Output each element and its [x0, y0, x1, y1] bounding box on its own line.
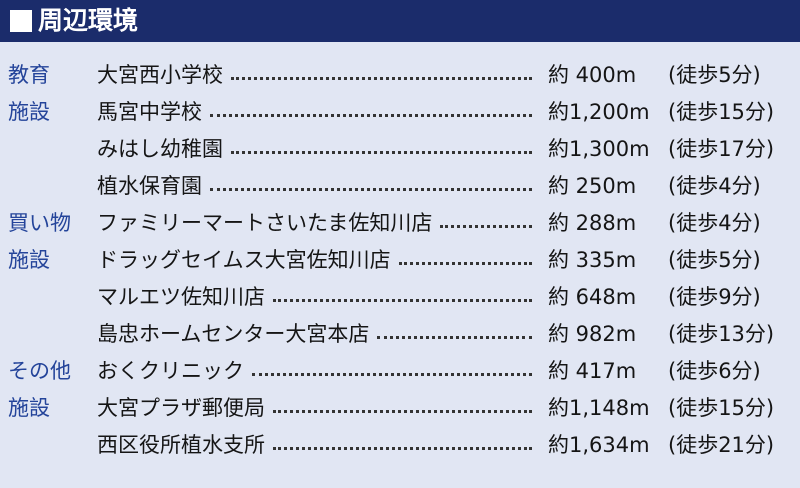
facility-name: 島忠ホームセンター大宮本店	[97, 322, 370, 346]
dot-leader	[273, 446, 532, 450]
facility-name: 大宮プラザ郵便局	[97, 396, 265, 420]
facility-cell: ファミリーマートさいたま佐知川店	[97, 205, 538, 241]
table-row: 施設 ドラッグセイムス大宮佐知川店 約 335m (徒歩5分)	[0, 242, 800, 278]
walk-time: (徒歩5分)	[668, 63, 761, 87]
table-row: 施設 馬宮中学校 約1,200m (徒歩15分)	[0, 94, 800, 130]
walk-time: (徒歩6分)	[668, 359, 761, 383]
facility-cell: 馬宮中学校	[97, 94, 538, 130]
dot-leader	[252, 372, 532, 376]
distance: 約1,634m	[548, 433, 650, 457]
walk-time: (徒歩17分)	[668, 137, 775, 161]
dot-leader	[398, 261, 532, 265]
header-bar: 周辺環境	[0, 0, 800, 42]
walk-time: (徒歩15分)	[668, 396, 775, 420]
table-row: 島忠ホームセンター大宮本店 約 982m (徒歩13分)	[0, 316, 800, 352]
table-row: その他 おくクリニック 約 417m (徒歩6分)	[0, 353, 800, 389]
dot-leader	[273, 298, 532, 302]
facility-name: マルエツ佐知川店	[97, 285, 265, 309]
facility-cell: おくクリニック	[97, 353, 538, 389]
facility-cell: マルエツ佐知川店	[97, 279, 538, 315]
category-label: その他	[8, 359, 71, 383]
dot-leader	[231, 76, 532, 80]
category-label: 施設	[8, 396, 50, 420]
walk-time: (徒歩4分)	[668, 174, 761, 198]
facility-cell: 島忠ホームセンター大宮本店	[97, 316, 538, 352]
facility-cell: 大宮西小学校	[97, 57, 538, 93]
facility-cell: みはし幼稚園	[97, 131, 538, 167]
facility-name: 大宮西小学校	[97, 63, 223, 87]
dot-leader	[210, 113, 532, 117]
header-title: 周辺環境	[38, 6, 139, 35]
table-row: 教育 大宮西小学校 約 400m (徒歩5分)	[0, 57, 800, 93]
category-label: 施設	[8, 248, 50, 272]
facility-name: ファミリーマートさいたま佐知川店	[97, 211, 433, 235]
facility-name: 植水保育園	[97, 174, 202, 198]
dot-leader	[231, 150, 532, 154]
distance: 約 982m	[548, 322, 637, 346]
facility-name: ドラッグセイムス大宮佐知川店	[97, 248, 391, 272]
distance: 約 417m	[548, 359, 637, 383]
table-row: マルエツ佐知川店 約 648m (徒歩9分)	[0, 279, 800, 315]
dot-leader	[377, 335, 532, 339]
distance: 約1,148m	[548, 396, 650, 420]
table-row: 施設 大宮プラザ郵便局 約1,148m (徒歩15分)	[0, 390, 800, 426]
table-row: みはし幼稚園 約1,300m (徒歩17分)	[0, 131, 800, 167]
dot-leader	[440, 224, 532, 228]
walk-time: (徒歩9分)	[668, 285, 761, 309]
facility-cell: 植水保育園	[97, 168, 538, 204]
distance: 約1,200m	[548, 100, 650, 124]
facility-name: みはし幼稚園	[97, 137, 223, 161]
walk-time: (徒歩13分)	[668, 322, 775, 346]
distance: 約1,300m	[548, 137, 650, 161]
facility-name: 馬宮中学校	[97, 100, 202, 124]
walk-time: (徒歩21分)	[668, 433, 775, 457]
walk-time: (徒歩4分)	[668, 211, 761, 235]
category-label: 教育	[8, 63, 50, 87]
facility-cell: 大宮プラザ郵便局	[97, 390, 538, 426]
table-row: 植水保育園 約 250m (徒歩4分)	[0, 168, 800, 204]
table-row: 買い物 ファミリーマートさいたま佐知川店 約 288m (徒歩4分)	[0, 205, 800, 241]
category-label: 買い物	[8, 211, 71, 235]
facility-cell: ドラッグセイムス大宮佐知川店	[97, 242, 538, 278]
category-label: 施設	[8, 100, 50, 124]
distance: 約 648m	[548, 285, 637, 309]
facility-cell: 西区役所植水支所	[97, 427, 538, 463]
dot-leader	[273, 409, 532, 413]
distance: 約 250m	[548, 174, 637, 198]
distance: 約 335m	[548, 248, 637, 272]
facility-name: 西区役所植水支所	[97, 433, 265, 457]
header-icon	[10, 10, 32, 32]
distance: 約 288m	[548, 211, 637, 235]
table-row: 西区役所植水支所 約1,634m (徒歩21分)	[0, 427, 800, 463]
walk-time: (徒歩15分)	[668, 100, 775, 124]
facility-name: おくクリニック	[97, 359, 244, 383]
walk-time: (徒歩5分)	[668, 248, 761, 272]
dot-leader	[210, 187, 532, 191]
distance: 約 400m	[548, 63, 637, 87]
